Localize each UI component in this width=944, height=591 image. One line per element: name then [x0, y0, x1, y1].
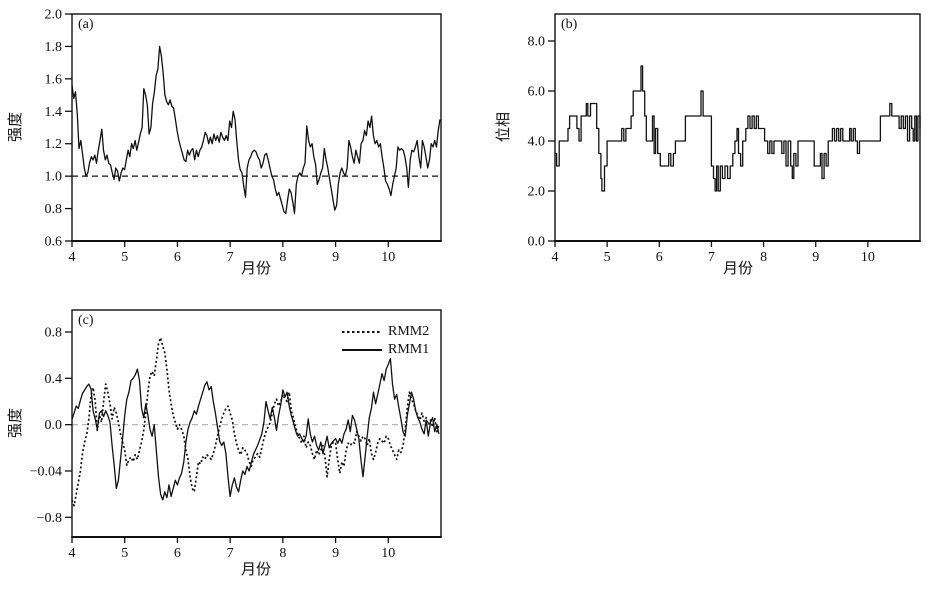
svg-text:6: 6: [656, 250, 663, 265]
legend-label-rmm2: RMM2: [388, 324, 430, 339]
svg-text:1.6: 1.6: [45, 72, 63, 87]
svg-text:7: 7: [227, 546, 234, 561]
svg-text:9: 9: [812, 250, 819, 265]
panel-c-chart: 4 5 6 7 8 9 10 0.8 0.4 0.0 −0.04 −0.8: [30, 309, 442, 561]
legend: RMM2 RMM1: [342, 324, 429, 358]
panel-a-chart: 4 5 6 7 8 9 10 2.0 1.8 1.6 1.4 1.2 1.0 0.8 0.6: [45, 8, 442, 265]
svg-text:9: 9: [332, 250, 339, 265]
panel-c-y-axis-label: 强度: [8, 408, 24, 439]
panel-c-letter: (c): [78, 313, 94, 328]
legend-item-rmm2: RMM2: [342, 324, 429, 340]
svg-text:10: 10: [861, 250, 875, 265]
panel-b-x-axis-label: 月份: [722, 261, 753, 277]
svg-text:0.6: 0.6: [45, 235, 63, 250]
svg-text:2.0: 2.0: [528, 185, 546, 200]
svg-text:8: 8: [760, 250, 767, 265]
svg-text:0.0: 0.0: [528, 235, 546, 250]
panel-b-letter: (b): [561, 17, 578, 32]
svg-text:0.8: 0.8: [45, 202, 63, 217]
svg-text:8.0: 8.0: [528, 35, 546, 50]
svg-text:7: 7: [227, 250, 234, 265]
panel-b-chart: 4 5 6 7 8 9 10 8.0 6.0 4.0 2.0 0.0: [528, 13, 921, 265]
svg-text:1.4: 1.4: [45, 105, 63, 120]
svg-text:6.0: 6.0: [528, 85, 546, 100]
svg-text:5: 5: [121, 250, 128, 265]
svg-text:1.0: 1.0: [45, 170, 63, 185]
svg-text:0.0: 0.0: [45, 418, 63, 433]
svg-text:0.4: 0.4: [45, 372, 63, 387]
legend-label-rmm1: RMM1: [388, 342, 430, 357]
panel-c-x-axis-label: 月份: [240, 562, 271, 578]
svg-text:1.8: 1.8: [45, 40, 63, 55]
svg-text:10: 10: [381, 546, 395, 561]
panel-c: 4 5 6 7 8 9 10 0.8 0.4 0.0 −0.04 −0.8 (c) 强度 月份 RMM…: [0, 295, 470, 591]
svg-text:4.0: 4.0: [528, 135, 546, 150]
svg-text:8: 8: [279, 250, 286, 265]
svg-text:10: 10: [381, 250, 395, 265]
svg-text:6: 6: [174, 546, 181, 561]
svg-text:8: 8: [279, 546, 286, 561]
svg-text:1.2: 1.2: [45, 137, 63, 152]
svg-text:−0.04: −0.04: [30, 464, 62, 479]
svg-text:7: 7: [708, 250, 715, 265]
panel-a-y-axis-label: 强度: [8, 112, 24, 143]
panel-b-y-axis-label: 位相: [496, 112, 512, 143]
panel-b: 4 5 6 7 8 9 10 8.0 6.0 4.0 2.0 0.0 (b) 位相 月份: [472, 0, 944, 292]
svg-text:6: 6: [174, 250, 181, 265]
panel-a-letter: (a): [78, 17, 94, 32]
rmm1-solid-line-sample: [342, 349, 382, 351]
svg-text:−0.8: −0.8: [37, 511, 62, 526]
svg-text:0.8: 0.8: [45, 326, 63, 341]
svg-text:5: 5: [121, 546, 128, 561]
rmm2-dotted-line-sample: [342, 331, 382, 333]
svg-text:4: 4: [69, 250, 76, 265]
svg-text:5: 5: [604, 250, 611, 265]
svg-text:2.0: 2.0: [45, 8, 63, 23]
svg-text:4: 4: [69, 546, 76, 561]
legend-item-rmm1: RMM1: [342, 342, 429, 358]
panel-a: 4 5 6 7 8 9 10 2.0 1.8 1.6 1.4 1.2 1.0 0.8 0.6 (a) 强度 …: [0, 0, 470, 292]
svg-text:9: 9: [332, 546, 339, 561]
svg-text:4: 4: [552, 250, 559, 265]
panel-a-x-axis-label: 月份: [240, 261, 271, 277]
